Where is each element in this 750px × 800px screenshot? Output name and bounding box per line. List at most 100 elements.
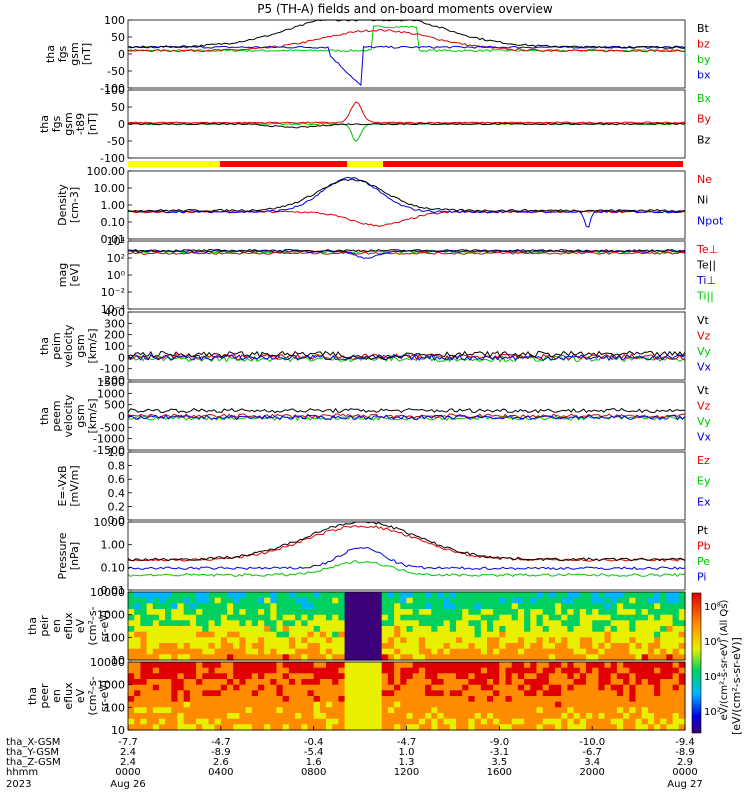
heatmap-cell <box>499 684 507 691</box>
heatmap-cell <box>468 654 476 661</box>
heatmap-cell <box>375 648 383 655</box>
heatmap-cell <box>288 690 296 697</box>
heatmap-cell <box>418 673 426 680</box>
y-axis-label: [mV/m] <box>68 465 81 506</box>
heatmap-cell <box>220 643 228 650</box>
heatmap-cell <box>208 631 216 638</box>
heatmap-cell <box>647 631 655 638</box>
heatmap-cell <box>338 620 346 627</box>
heatmap-cell <box>264 609 271 616</box>
heatmap-cell <box>610 713 618 720</box>
heatmap-cell <box>146 673 154 680</box>
heatmap-cell <box>189 684 197 691</box>
heatmap-cell <box>146 603 154 610</box>
heatmap-cell <box>474 696 482 703</box>
heatmap-cell <box>505 713 513 720</box>
heatmap-cell <box>307 701 315 708</box>
heatmap-cell <box>586 662 593 669</box>
heatmap-cell <box>431 673 439 680</box>
heatmap-cell <box>660 684 667 691</box>
heatmap-cell <box>251 626 259 633</box>
heatmap-cell <box>536 713 544 720</box>
heatmap-cell <box>239 631 247 638</box>
heatmap-cell <box>245 648 253 655</box>
colorbar-tick-label: 10⁴ <box>704 672 721 683</box>
heatmap-cell <box>418 603 426 610</box>
heatmap-cell <box>573 654 581 661</box>
heatmap-cell <box>598 707 606 714</box>
heatmap-cell <box>592 597 599 604</box>
heatmap-cell <box>251 631 259 638</box>
legend-entry: Te|| <box>696 259 716 272</box>
heatmap-cell <box>146 631 154 638</box>
heatmap-cell <box>511 701 519 708</box>
heatmap-cell <box>567 662 575 669</box>
heatmap-cell <box>227 626 234 633</box>
heatmap-cell <box>400 643 408 650</box>
heatmap-cell <box>319 662 327 669</box>
heatmap-cell <box>567 592 575 599</box>
series-black <box>127 122 686 129</box>
heatmap-cell <box>313 662 321 669</box>
heatmap-cell <box>276 614 284 621</box>
heatmap-cell <box>666 637 674 644</box>
heatmap-cell <box>202 597 210 604</box>
heatmap-cell <box>629 609 637 616</box>
heatmap-cell <box>158 620 166 627</box>
heatmap-cell <box>134 667 141 674</box>
legend-entry: Vy <box>697 415 711 428</box>
heatmap-cell <box>406 643 414 650</box>
heatmap-cell <box>511 667 519 674</box>
heatmap-cell <box>530 713 538 720</box>
x-tick-label: 0400 <box>208 767 233 778</box>
colorbar-tick-label: 10² <box>704 707 721 718</box>
heatmap-cell <box>412 614 420 621</box>
heatmap-cell <box>152 637 160 644</box>
heatmap-cell <box>369 696 377 703</box>
heatmap-cell <box>196 609 203 616</box>
heatmap-cell <box>146 690 154 697</box>
heatmap-cell <box>264 597 271 604</box>
heatmap-cell <box>647 679 655 686</box>
heatmap-cell <box>245 609 253 616</box>
heatmap-cell <box>251 654 259 661</box>
heatmap-cell <box>647 614 655 621</box>
heatmap-cell <box>443 597 451 604</box>
heatmap-cell <box>567 673 575 680</box>
heatmap-cell <box>282 609 290 616</box>
heatmap-cell <box>394 637 401 644</box>
heatmap-cell <box>666 643 674 650</box>
heatmap-cell <box>573 609 581 616</box>
heatmap-cell <box>511 614 519 621</box>
heatmap-cell <box>660 648 667 655</box>
heatmap-cell <box>350 713 358 720</box>
heatmap-cell <box>641 690 649 697</box>
x-tick-label: -10.0 <box>579 737 605 748</box>
heatmap-cell <box>227 643 234 650</box>
heatmap-cell <box>480 718 488 725</box>
heatmap-cell <box>542 662 550 669</box>
heatmap-cell <box>239 724 247 731</box>
heatmap-cell <box>338 673 346 680</box>
heatmap-cell <box>189 662 197 669</box>
heatmap-cell <box>418 696 426 703</box>
heatmap-cell <box>431 718 439 725</box>
heatmap-cell <box>418 718 426 725</box>
heatmap-cell <box>567 643 575 650</box>
heatmap-cell <box>282 603 290 610</box>
heatmap-cell <box>171 603 179 610</box>
heatmap-cell <box>573 626 581 633</box>
heatmap-cell <box>134 620 141 627</box>
heatmap-cell <box>387 597 395 604</box>
y-axis-label: [nT] <box>86 113 99 135</box>
heatmap-cell <box>319 667 327 674</box>
heatmap-cell <box>375 626 383 633</box>
heatmap-cell <box>220 701 228 708</box>
heatmap-cell <box>183 713 191 720</box>
heatmap-cell <box>227 673 234 680</box>
heatmap-cell <box>449 637 457 644</box>
heatmap-cell <box>542 679 550 686</box>
heatmap-cell <box>499 609 507 616</box>
heatmap-cell <box>647 592 655 599</box>
heatmap-cell <box>425 648 432 655</box>
